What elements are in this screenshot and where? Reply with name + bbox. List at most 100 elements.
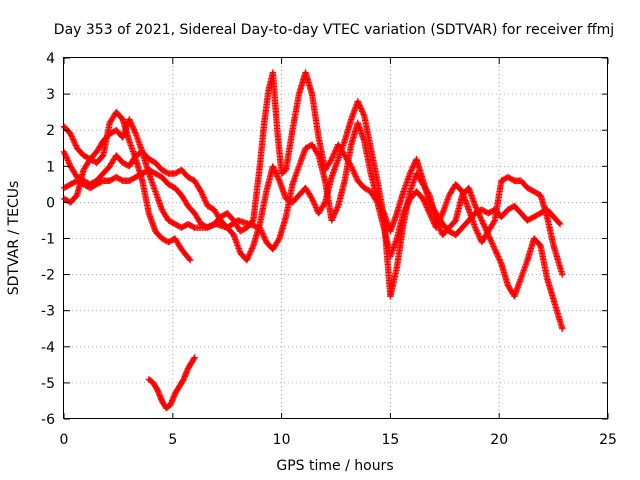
y-tick-label: -4 [41,340,55,356]
data-point [259,230,266,237]
data-point [490,218,498,226]
data-point [327,157,335,164]
data-point [243,256,250,264]
data-point [359,109,367,117]
y-tick-label: -6 [41,412,55,428]
data-point [488,238,495,246]
data-point [355,101,363,108]
data-point [491,246,499,253]
plot-frame [63,57,608,419]
data-point [487,236,494,243]
data-point [475,231,482,239]
data-point [63,154,70,161]
data-point [328,217,335,224]
data-point [472,204,480,211]
data-point [349,165,356,173]
data-point [69,134,76,142]
data-point [421,199,429,207]
y-tick-label: 4 [46,51,55,67]
data-point [351,171,359,179]
data-point [408,165,416,173]
data-point [203,199,210,207]
data-point [433,223,440,230]
data-point [273,171,281,179]
data-point [190,355,198,363]
x-axis-label: GPS time / hours [276,458,393,474]
data-point [351,170,358,177]
data-point [187,256,194,264]
grid [64,58,608,419]
data-point [130,126,138,133]
data-point [427,212,435,220]
x-tick-label: 20 [490,432,508,448]
data-point [425,207,432,214]
data-point [497,259,504,266]
data-point [490,244,498,252]
data-point [329,154,336,161]
data-point [487,237,495,244]
data-point [357,105,365,112]
data-point [275,176,282,183]
data-point [66,161,74,169]
data-point [473,227,480,234]
data-point [244,254,252,261]
data-point [261,236,269,243]
data-point [331,148,339,156]
data-point [128,120,135,127]
data-point [409,164,416,171]
data-point [64,155,71,163]
data-point [128,121,136,129]
data-point [481,224,489,231]
data-point [358,106,365,114]
data-point [428,215,436,223]
data-point [332,147,339,154]
data-point [186,255,193,263]
data-point [424,205,431,213]
data-point [197,188,205,195]
data-point [201,197,209,204]
data-point [329,152,337,160]
x-tick-label: 15 [381,432,399,448]
data-point [201,195,208,202]
x-tick-label: 10 [273,432,291,448]
data-point [559,325,566,332]
data-point [403,202,410,210]
series-track-d [60,69,566,278]
data-point [556,220,564,228]
data-point [310,198,317,205]
data-point [270,164,277,171]
data-point [477,214,484,221]
data-point [476,212,484,220]
data-point [131,129,139,136]
data-point [479,218,486,226]
data-point [347,161,354,169]
data-point [478,217,485,224]
data-point [490,243,497,250]
data-point [261,234,268,241]
data-point [259,231,267,239]
data-point [245,252,252,260]
y-tick-label: -2 [41,268,55,284]
data-point [360,111,367,118]
data-point [404,199,412,207]
data-point [419,195,427,202]
data-point [494,253,502,260]
data-point [492,247,499,254]
data-point [68,133,76,140]
data-point [432,224,440,231]
data-point [246,251,253,258]
data-point [67,132,75,139]
data-point [472,225,480,233]
data-point [420,197,427,204]
data-point [247,248,254,255]
data-point [329,215,336,223]
data-point [197,187,204,194]
data-point [425,208,433,215]
data-point [249,243,256,251]
data-point [312,204,320,211]
data-point [421,198,428,205]
data-point [72,142,79,149]
y-tick-label: 2 [46,123,55,139]
data-point [357,103,364,111]
data-point [437,227,444,234]
